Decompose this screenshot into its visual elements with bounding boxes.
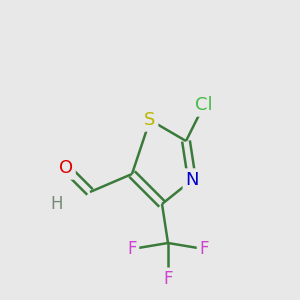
Text: O: O [59,159,73,177]
Text: N: N [185,171,199,189]
Text: F: F [163,270,173,288]
Text: H: H [51,195,63,213]
Text: F: F [127,240,137,258]
Text: F: F [199,240,209,258]
Text: S: S [144,111,156,129]
Text: Cl: Cl [195,96,213,114]
